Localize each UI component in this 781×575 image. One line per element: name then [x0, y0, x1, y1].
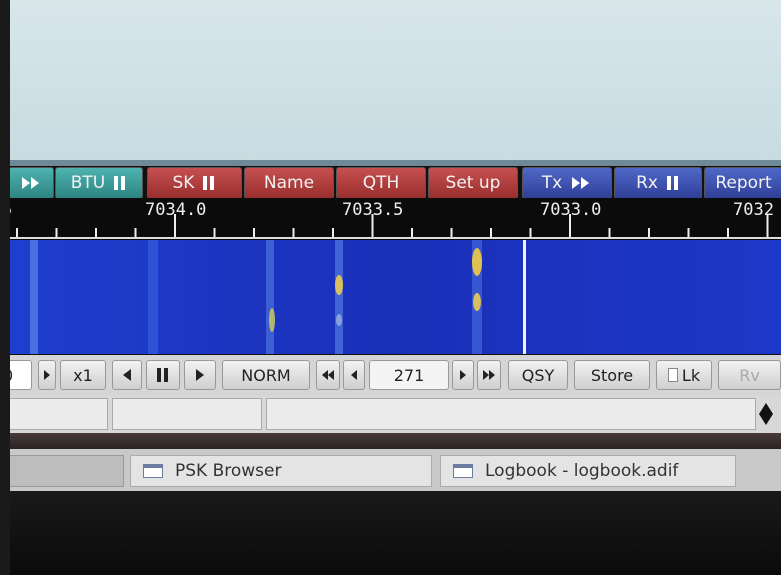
taskbar-item[interactable]: Logbook - logbook.adif — [440, 455, 736, 487]
fast-right-button[interactable] — [477, 360, 501, 390]
window-icon — [453, 464, 473, 478]
macro-button[interactable]: Rx — [614, 167, 702, 199]
diamond-icon — [758, 402, 774, 426]
button-label: Report — [715, 173, 771, 193]
text-field[interactable] — [266, 398, 756, 430]
text-field[interactable] — [8, 398, 108, 430]
macro-button[interactable] — [8, 167, 54, 199]
macro-button[interactable]: Set up — [428, 167, 518, 199]
lock-toggle[interactable]: Lk — [656, 360, 712, 390]
macro-button[interactable]: Name — [244, 167, 334, 199]
slow-right-button[interactable] — [452, 360, 474, 390]
field-value: 271 — [394, 366, 425, 385]
button-label: Set up — [446, 173, 501, 193]
task-label: PSK Browser — [175, 461, 281, 481]
task-label: Logbook - logbook.adif — [485, 461, 678, 481]
monitor-bezel — [0, 0, 10, 575]
button-label: Rx — [636, 173, 658, 193]
macro-button[interactable]: BTU — [55, 167, 143, 199]
scale-label: 7033.0 — [540, 200, 601, 220]
macro-button[interactable]: Report — [704, 167, 781, 199]
scale-label: 7033.5 — [342, 200, 403, 220]
mode-button[interactable]: NORM — [222, 360, 310, 390]
button-label: BTU — [71, 173, 106, 193]
button-label: NORM — [241, 366, 290, 385]
text-field[interactable] — [112, 398, 262, 430]
monitor-bezel — [0, 491, 781, 575]
button-label: Tx — [542, 173, 562, 193]
screen-glare — [0, 0, 781, 165]
macro-button[interactable]: SK — [147, 167, 242, 199]
offset-field[interactable]: 271 — [369, 360, 449, 390]
taskbar-item[interactable] — [8, 455, 124, 487]
window-border — [0, 433, 781, 449]
step-button[interactable] — [38, 360, 56, 390]
checkbox — [668, 368, 678, 382]
button-label: Store — [591, 366, 633, 385]
window-edge — [0, 160, 781, 166]
waterfall — [0, 240, 781, 354]
multiplier-button[interactable]: x1 — [60, 360, 106, 390]
button-label: SK — [173, 173, 195, 193]
pause-button[interactable] — [146, 360, 180, 390]
right-button[interactable] — [184, 360, 216, 390]
store-button[interactable]: Store — [574, 360, 650, 390]
button-label: Name — [264, 173, 314, 193]
qsy-button[interactable]: QSY — [508, 360, 568, 390]
fast-left-button[interactable] — [316, 360, 340, 390]
button-label: Rv — [739, 366, 760, 385]
button-label: QSY — [522, 366, 555, 385]
screen-photo: {"macro_buttons":["BTU","SK","Name","QTH… — [0, 0, 781, 575]
window-icon — [143, 464, 163, 478]
slow-left-button[interactable] — [343, 360, 365, 390]
button-label: Lk — [682, 366, 700, 385]
taskbar-item[interactable]: PSK Browser — [130, 455, 432, 487]
left-button[interactable] — [112, 360, 142, 390]
macro-button[interactable]: QTH — [336, 167, 426, 199]
scale-label: 7034.0 — [145, 200, 206, 220]
macro-button[interactable]: Tx — [522, 167, 612, 199]
button-label: x1 — [73, 366, 93, 385]
scale-label: 7032 — [733, 200, 774, 220]
reverse-toggle[interactable]: Rv — [718, 360, 781, 390]
button-label: QTH — [363, 173, 400, 193]
